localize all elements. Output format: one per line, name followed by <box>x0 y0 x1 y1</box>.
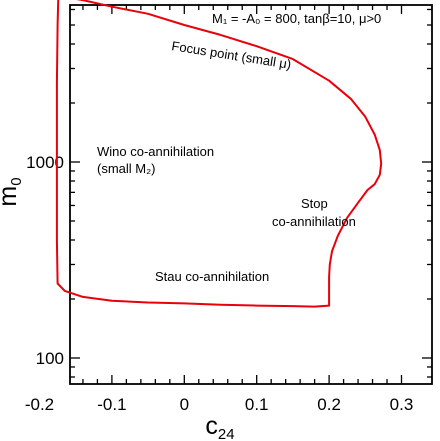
annotation-stau: Stau co-annihilation <box>155 269 269 284</box>
x-tick-label: 0.2 <box>317 395 341 414</box>
axis-ticks <box>70 5 432 384</box>
x-tick-label: -0.2 <box>25 395 54 414</box>
annotation-params: M₁ = -A₀ = 800, tanβ=10, μ>0 <box>212 11 381 26</box>
series-line <box>55 0 383 308</box>
y-tick-label: 100 <box>36 349 64 368</box>
annotation-wino-1: Wino co-annihilation <box>97 144 214 159</box>
annotation-stop-1: Stop <box>301 196 328 211</box>
x-tick-label: 0.3 <box>390 395 414 414</box>
y-tick-labels: 100 1000 <box>26 153 64 368</box>
x-tick-label: 0 <box>180 395 189 414</box>
y-axis-label-sub: 0 <box>8 177 25 185</box>
x-axis-label-sub: 24 <box>218 426 235 441</box>
annotation-focus-point: Focus point (small μ) <box>171 38 293 72</box>
y-tick-label: 1000 <box>26 153 64 172</box>
annotation-stop-2: co-annihilation <box>272 214 356 229</box>
y-axis-label: m0 <box>0 177 25 206</box>
x-tick-label: -0.1 <box>97 395 126 414</box>
x-tick-labels: -0.2 -0.1 0 0.1 0.2 0.3 <box>25 395 413 414</box>
plot-frame <box>69 4 433 385</box>
x-tick-label: 0.1 <box>245 395 269 414</box>
x-axis-label: c24 <box>205 412 234 441</box>
annotation-wino-2: (small M₂) <box>97 161 155 176</box>
